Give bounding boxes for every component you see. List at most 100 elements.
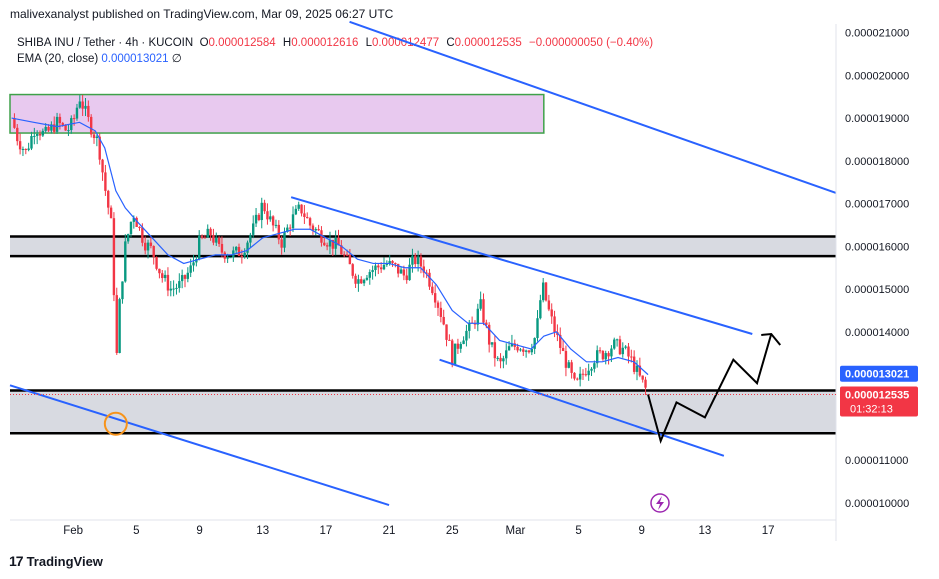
candle-body [249, 234, 252, 243]
candle-body [38, 134, 42, 136]
symbol-legend: SHIBA INU / Tether · 4h · KUCOIN O 0.0000… [17, 35, 657, 67]
high-value: 0.000012616 [291, 37, 359, 49]
candle-body [468, 322, 471, 331]
candle-body [510, 343, 514, 347]
ema-row[interactable]: EMA (20, close) 0.000013021 ∅ [17, 51, 657, 67]
candle-body [55, 116, 59, 132]
candle-body [21, 148, 25, 150]
candle-body [405, 275, 408, 281]
candle-body [487, 324, 491, 345]
y-tick-label: 0.000021000 [845, 28, 909, 40]
candle-body [465, 330, 468, 341]
y-tick-label: 0.000014000 [845, 327, 909, 339]
candle-body [260, 202, 263, 221]
candle-body [186, 272, 190, 279]
candle-body [578, 373, 582, 380]
candle-body [391, 260, 394, 264]
candle-body [416, 256, 420, 265]
outer-channel-bottom[interactable] [9, 384, 390, 506]
candle-body [30, 135, 33, 149]
candle-body [453, 343, 457, 365]
inner-channel-top[interactable] [290, 196, 753, 335]
candle-body [263, 202, 266, 212]
time-axis: Feb 5 9 13 17 21 25 Mar 5 9 13 17 [63, 525, 774, 537]
ohlc-row[interactable]: SHIBA INU / Tether · 4h · KUCOIN O 0.0000… [17, 35, 657, 51]
candle-body [92, 134, 96, 139]
candle-body [50, 124, 53, 131]
candle-body [234, 246, 238, 251]
candle-body [442, 316, 445, 325]
candle-body [75, 107, 79, 119]
candle-body [360, 279, 363, 284]
candle-body [374, 265, 377, 271]
inner-channel-bottom[interactable] [439, 358, 725, 457]
candle-body [561, 347, 565, 352]
tradingview-footer[interactable]: 17 TradingView [9, 553, 103, 569]
candle-body [87, 105, 90, 117]
high-label: H [282, 37, 292, 49]
candle-body [388, 260, 391, 264]
candle-body [141, 227, 144, 243]
low-marker-circle[interactable] [103, 411, 128, 436]
candle-body [95, 136, 99, 139]
candle-body [47, 126, 50, 131]
candle-body [223, 252, 226, 259]
candle-body [291, 214, 295, 229]
candle-body [425, 272, 428, 274]
candle-body [456, 343, 460, 349]
candle-body [320, 230, 323, 243]
candle-body [348, 255, 352, 265]
candle-body [613, 339, 616, 349]
projection-layer [647, 332, 782, 444]
y-tick-label: 0.000018000 [845, 156, 909, 168]
outer-channel-top[interactable] [349, 20, 837, 194]
candle-body [44, 126, 47, 131]
ema-line[interactable] [11, 117, 649, 376]
supply-box[interactable] [9, 93, 545, 134]
candle-body [499, 357, 502, 362]
candle-body [314, 229, 317, 231]
tradingview-brand: TradingView [26, 553, 103, 569]
y-tick-label: 0.000019000 [845, 113, 909, 125]
symbol-label[interactable]: SHIBA INU / Tether · 4h · KUCOIN [17, 37, 194, 49]
support-zone[interactable] [10, 390, 836, 434]
resistance-zone[interactable] [10, 236, 836, 257]
candle-body [564, 351, 568, 368]
candle-body [536, 318, 539, 339]
candle-body [183, 275, 187, 279]
candle-body [382, 264, 386, 270]
candle-body [362, 279, 366, 284]
ema-label[interactable]: EMA (20, close) [17, 53, 99, 65]
candle-body [67, 130, 70, 132]
x-tick-label: Feb [63, 525, 83, 537]
candle-body [115, 295, 118, 353]
lightning-icon[interactable] [650, 493, 670, 513]
candle-body [399, 269, 403, 274]
candle-body [217, 237, 221, 244]
last-price-label-bg [840, 386, 918, 417]
candle-body [297, 204, 300, 209]
candle-body [479, 299, 482, 309]
candle-body [354, 275, 357, 284]
candle-body [300, 204, 303, 214]
zones-layer [9, 93, 836, 435]
candle-body [365, 277, 369, 280]
candle-body [161, 273, 164, 279]
projection-path[interactable] [647, 333, 773, 444]
candle-body [61, 123, 64, 125]
candle-body [587, 370, 590, 376]
candle-body [331, 239, 335, 249]
open-label: O [199, 37, 209, 49]
marker-layer [103, 411, 128, 436]
candle-body [306, 216, 309, 219]
candle-body [337, 237, 340, 246]
candle-body [192, 262, 195, 266]
candle-body [340, 245, 343, 255]
candle-body [328, 239, 332, 247]
candle-body [35, 134, 39, 136]
candle-body [581, 373, 585, 375]
candle-body [507, 346, 511, 351]
y-tick-label: 0.000020000 [845, 70, 909, 82]
candle-body [175, 287, 178, 289]
